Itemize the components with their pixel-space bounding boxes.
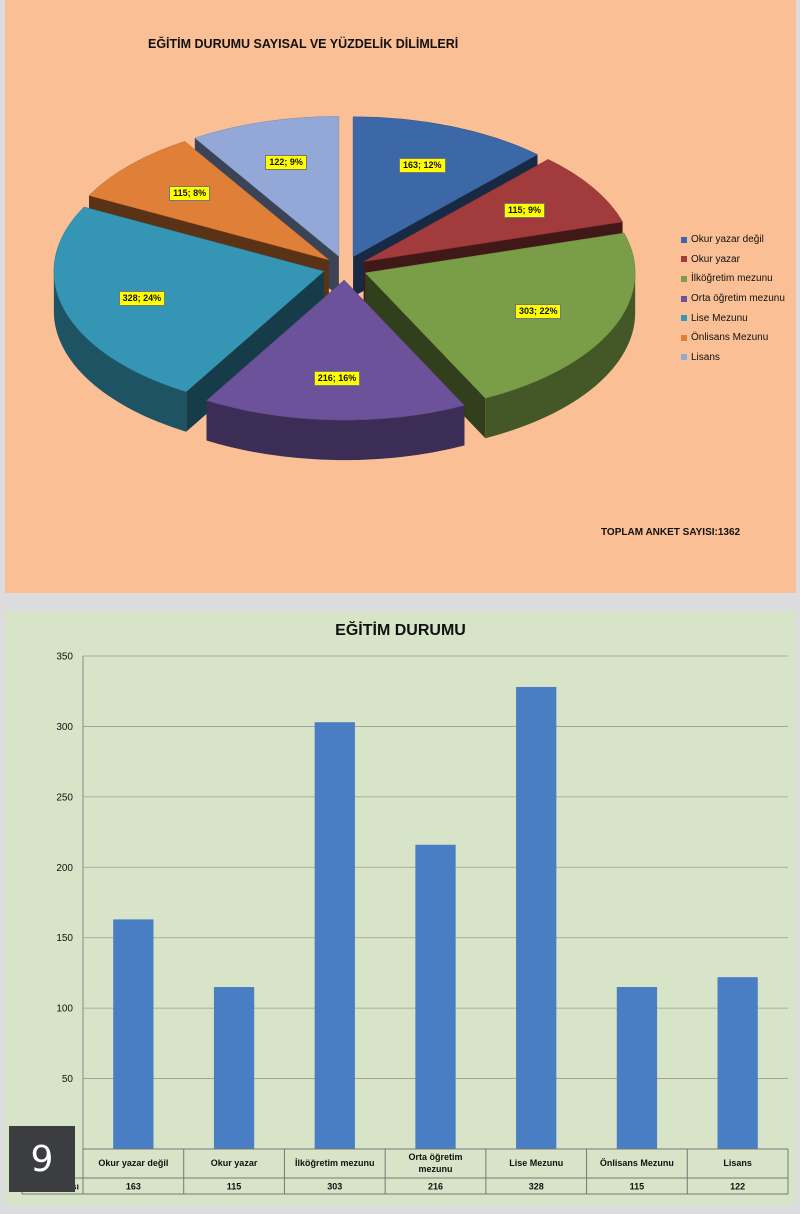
pie-chart-title: EĞİTİM DURUMU SAYISAL VE YÜZDELİK DİLİML… bbox=[148, 37, 459, 51]
bar-chart-title: EĞİTİM DURUMU bbox=[335, 622, 466, 639]
legend-label: Lise Mezunu bbox=[691, 312, 748, 324]
page-number-badge: 9 bbox=[9, 1126, 75, 1192]
bar-chart: 050100150200250300350Okur yazar değilOku… bbox=[21, 652, 789, 1195]
legend-label: Önlisans Mezunu bbox=[691, 332, 769, 344]
bar bbox=[717, 977, 758, 1149]
legend-item: Okur yazar bbox=[681, 250, 796, 270]
total-survey-count: TOPLAM ANKET SAYISI:1362 bbox=[601, 527, 741, 538]
bar bbox=[516, 686, 557, 1149]
x-category-label: Okur yazar bbox=[211, 1158, 258, 1168]
pie-slice-4 bbox=[53, 206, 325, 432]
data-table-value: 122 bbox=[730, 1182, 745, 1192]
legend-item: Orta öğretim mezunu bbox=[681, 289, 796, 309]
y-tick-label: 150 bbox=[56, 933, 73, 944]
pie-data-label: 122; 9% bbox=[265, 154, 307, 170]
x-category-label: Lisans bbox=[723, 1158, 752, 1168]
legend-swatch bbox=[681, 236, 687, 243]
legend-item: İlköğretim mezunu bbox=[681, 269, 796, 289]
data-table-value: 216 bbox=[428, 1182, 443, 1192]
data-table-value: 115 bbox=[630, 1182, 645, 1192]
x-category-label: Lise Mezunu bbox=[509, 1158, 563, 1168]
legend-label: Orta öğretim mezunu bbox=[691, 293, 785, 305]
pie-data-label: 328; 24% bbox=[118, 290, 166, 306]
legend-item: Lisans bbox=[681, 348, 796, 368]
data-table-value: 303 bbox=[327, 1182, 342, 1192]
pie-data-label: 163; 12% bbox=[398, 158, 446, 174]
legend-label: Lisans bbox=[691, 351, 720, 363]
bar bbox=[314, 722, 355, 1149]
legend-swatch bbox=[681, 295, 687, 302]
legend-label: Okur yazar değil bbox=[691, 234, 764, 246]
legend-label: Okur yazar bbox=[691, 253, 740, 265]
y-tick-label: 250 bbox=[56, 792, 73, 803]
data-table bbox=[21, 1148, 789, 1195]
bar bbox=[213, 987, 255, 1149]
data-table-value: 115 bbox=[227, 1182, 242, 1192]
bar bbox=[113, 919, 154, 1149]
legend-item: Okur yazar değil bbox=[681, 230, 796, 250]
y-tick-label: 200 bbox=[56, 863, 73, 874]
pie-slice-3 bbox=[205, 279, 465, 461]
bar bbox=[415, 844, 456, 1149]
x-category-label: Önlisans Mezunu bbox=[600, 1158, 674, 1168]
x-category-label: Okur yazar değil bbox=[98, 1158, 168, 1168]
data-table-value: 163 bbox=[126, 1182, 141, 1192]
pie-chart-panel: EĞİTİM DURUMU SAYISAL VE YÜZDELİK DİLİML… bbox=[5, 0, 796, 593]
x-category-label: Orta öğretim mezunu bbox=[408, 1152, 462, 1174]
legend-label: İlköğretim mezunu bbox=[691, 273, 773, 285]
pie-chart bbox=[53, 116, 636, 461]
y-tick-label: 100 bbox=[56, 1004, 73, 1015]
y-tick-label: 50 bbox=[62, 1074, 74, 1085]
data-table-value: 328 bbox=[529, 1182, 544, 1192]
legend-item: Lise Mezunu bbox=[681, 308, 796, 328]
pie-legend: Okur yazar değil Okur yazar İlköğretim mez… bbox=[681, 230, 796, 367]
pie-data-label: 115; 8% bbox=[169, 186, 211, 202]
x-category-label: İlköğretim mezunu bbox=[295, 1158, 375, 1168]
pie-data-label: 216; 16% bbox=[313, 370, 361, 386]
legend-swatch bbox=[681, 334, 687, 341]
bar bbox=[616, 987, 658, 1149]
y-tick-label: 350 bbox=[56, 652, 73, 663]
legend-swatch bbox=[681, 354, 687, 361]
bar-chart-panel: 050100150200250300350Okur yazar değilOku… bbox=[5, 611, 796, 1205]
legend-item: Önlisans Mezunu bbox=[681, 328, 796, 348]
legend-swatch bbox=[681, 256, 687, 263]
pie-data-label: 303; 22% bbox=[514, 304, 562, 320]
legend-swatch bbox=[681, 275, 687, 282]
pie-slice-2 bbox=[364, 232, 636, 439]
y-tick-label: 300 bbox=[56, 722, 73, 733]
pie-data-label: 115; 9% bbox=[503, 202, 546, 218]
legend-swatch bbox=[681, 315, 687, 322]
